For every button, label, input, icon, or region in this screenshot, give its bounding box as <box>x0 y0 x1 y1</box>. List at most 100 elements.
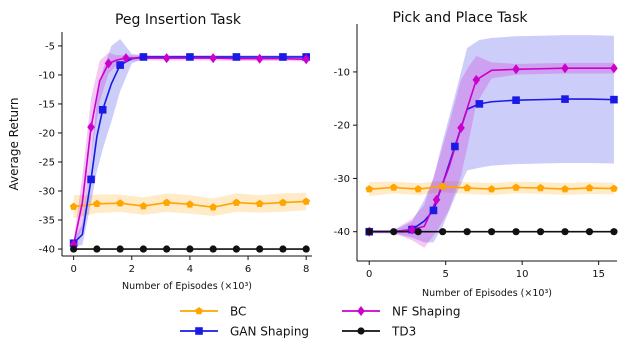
data-point-td3 <box>610 228 618 236</box>
legend-item-td3: TD3 <box>342 325 416 339</box>
data-point-nf-shaping <box>255 53 264 64</box>
data-point-nf-shaping <box>302 54 310 65</box>
data-point-td3 <box>302 245 310 253</box>
data-point-nf-shaping <box>432 194 441 205</box>
x-tick-label: 8 <box>303 264 309 275</box>
legend-item-gan-shaping: GAN Shaping <box>180 325 309 339</box>
x-tick-label: 0 <box>70 264 76 275</box>
data-point-gan-shaping <box>475 100 484 108</box>
data-point-td3 <box>585 228 594 236</box>
data-point-nf-shaping <box>104 58 113 69</box>
data-point-gan-shaping <box>279 53 287 61</box>
x-tick-label: 0 <box>366 269 372 280</box>
legend-label: BC <box>230 305 246 319</box>
legend-label: NF Shaping <box>392 305 460 319</box>
legend-item-nf-shaping: NF Shaping <box>342 305 460 319</box>
data-point-nf-shaping <box>87 122 95 133</box>
x-tick-label: 6 <box>245 264 251 275</box>
data-point-bc <box>610 184 618 192</box>
data-point-nf-shaping <box>561 63 569 74</box>
y-tick-label: -10 <box>334 67 350 78</box>
data-point-bc <box>561 185 569 193</box>
data-point-td3 <box>93 245 101 253</box>
data-point-nf-shaping <box>512 64 520 75</box>
legend-label: GAN Shaping <box>230 325 309 339</box>
data-point-td3 <box>70 245 78 253</box>
data-point-bc <box>255 199 264 208</box>
data-point-td3 <box>536 228 545 236</box>
y-axis-label: Average Return <box>7 98 21 191</box>
data-point-nf-shaping <box>472 74 481 85</box>
y-tick-label: -40 <box>334 227 350 238</box>
legend: BC NF Shaping GAN Shaping TD3 <box>180 305 460 339</box>
data-point-bc <box>536 184 545 192</box>
data-point-gan-shaping <box>116 61 124 69</box>
legend-item-bc: BC <box>180 305 246 319</box>
series-band-gan-shaping <box>369 35 614 243</box>
data-point-bc <box>512 183 520 191</box>
data-point-td3 <box>209 245 217 253</box>
data-point-td3 <box>561 228 569 236</box>
data-point-bc <box>487 185 496 193</box>
y-tick-label: -40 <box>39 245 55 256</box>
data-point-gan-shaping <box>512 96 520 104</box>
y-tick-label: -35 <box>39 216 55 227</box>
data-point-td3 <box>139 245 147 253</box>
data-point-td3 <box>256 245 264 253</box>
data-point-td3 <box>163 245 171 253</box>
y-tick-label: -15 <box>39 99 55 110</box>
chart-pick-and-place: Pick and Place Task 0 5 10 15 -40 -30 -20 -10 Num… <box>334 10 618 299</box>
chart-title: Pick and Place Task <box>393 10 529 26</box>
data-point-bc <box>209 203 217 211</box>
data-point-bc <box>186 200 194 208</box>
x-tick-label: 2 <box>129 264 135 275</box>
data-point-bc <box>232 198 241 206</box>
y-tick-label: -10 <box>39 70 55 81</box>
data-point-td3 <box>390 228 398 236</box>
data-point-bc <box>93 199 101 208</box>
data-point-gan-shaping <box>186 53 194 61</box>
data-point-gan-shaping <box>139 53 148 61</box>
x-tick-label: 15 <box>592 269 605 280</box>
legend-marker <box>195 327 203 335</box>
legend-marker <box>195 307 203 315</box>
chart-peg-insertion: Peg Insertion Task 0 2 4 6 8 -40 -35 -30 -25 -20 -1… <box>7 12 312 292</box>
data-point-td3 <box>232 245 241 253</box>
data-point-nf-shaping <box>122 53 130 64</box>
data-point-td3 <box>365 228 373 236</box>
data-point-gan-shaping <box>98 105 107 114</box>
data-point-nf-shaping <box>457 122 465 133</box>
data-point-td3 <box>279 245 287 253</box>
data-point-bc <box>463 184 471 192</box>
data-point-td3 <box>463 228 471 236</box>
x-axis-label: Number of Episodes (×10³) <box>422 288 552 299</box>
data-point-bc <box>139 202 148 210</box>
data-point-td3 <box>487 228 496 236</box>
x-tick-label: 5 <box>443 269 449 280</box>
legend-marker <box>357 306 365 316</box>
data-point-td3 <box>186 245 194 253</box>
data-point-bc <box>365 185 374 193</box>
data-point-nf-shaping <box>162 53 171 64</box>
data-point-gan-shaping <box>429 206 438 215</box>
series-band-nf-shaping <box>369 55 614 248</box>
data-point-bc <box>279 198 287 206</box>
y-tick-label: -25 <box>39 157 55 168</box>
data-point-gan-shaping <box>232 53 241 61</box>
data-point-gan-shaping <box>87 175 95 184</box>
legend-label: TD3 <box>391 325 416 339</box>
data-point-td3 <box>512 228 520 236</box>
data-point-bc <box>585 184 594 192</box>
series-line-nf-shaping <box>369 67 614 233</box>
data-point-bc <box>302 197 310 205</box>
data-point-bc <box>414 185 422 193</box>
chart-title: Peg Insertion Task <box>115 12 242 28</box>
data-point-gan-shaping <box>610 95 618 104</box>
x-tick-label: 10 <box>516 269 529 280</box>
data-point-td3 <box>414 228 422 236</box>
data-point-gan-shaping <box>451 142 459 151</box>
data-point-bc <box>438 182 447 190</box>
data-point-bc <box>69 202 78 210</box>
data-point-td3 <box>439 228 447 236</box>
